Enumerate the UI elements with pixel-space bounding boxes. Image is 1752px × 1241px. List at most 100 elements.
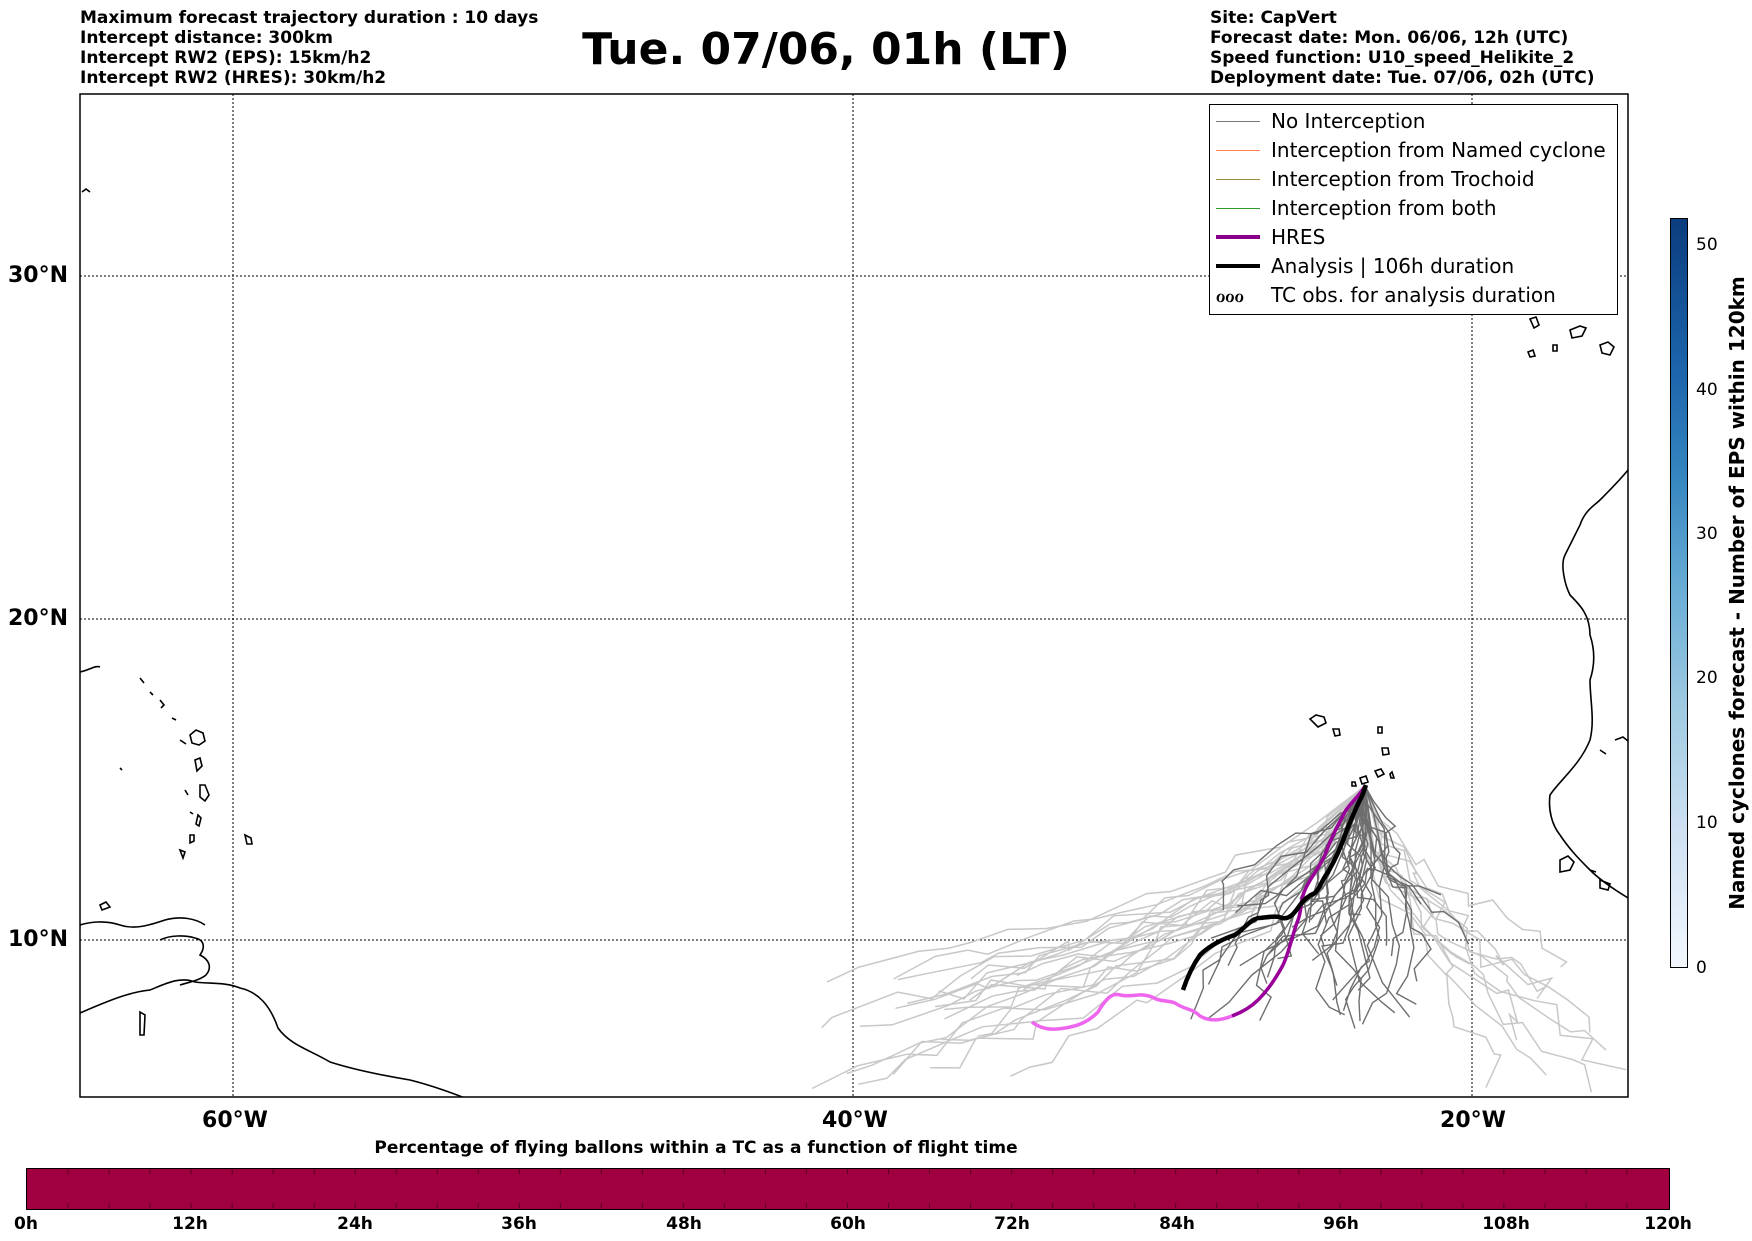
venezuela-north-coast — [80, 917, 206, 928]
map-frame — [79, 93, 1629, 1098]
flight-time-colorbar-title: Percentage of flying ballons within a TC… — [374, 1138, 1018, 1158]
africa-coast — [1548, 469, 1628, 899]
caribbean-islands — [80, 665, 253, 1036]
legend-swatch — [1216, 179, 1260, 180]
legend-label: HRES — [1271, 225, 1326, 249]
legend-item-trochoid: Interception from Trochoid — [1210, 167, 1617, 193]
south-america-coast — [80, 979, 465, 1097]
header-left-line: Intercept RW2 (HRES): 30km/h2 — [80, 68, 387, 88]
flight-time-colorbar — [26, 1168, 1670, 1210]
colorbar-tick: 40 — [1696, 380, 1718, 400]
flight-time-tick: 108h — [1482, 1214, 1530, 1234]
lat-label-20n: 20°N — [8, 606, 69, 631]
flight-time-tick: 12h — [172, 1214, 208, 1234]
legend-item-analysis: Analysis | 106h duration — [1210, 254, 1617, 280]
lon-label-40w: 40°W — [822, 1108, 888, 1133]
legend-item-hres: HRES — [1210, 225, 1617, 251]
colorbar-tick: 30 — [1696, 524, 1718, 544]
legend-item-tc-obs: ℴℴℴ TC obs. for analysis duration — [1210, 283, 1617, 309]
eps-trajectory-dark — [1364, 785, 1408, 957]
legend-label: Analysis | 106h duration — [1271, 254, 1515, 278]
lat-label-10n: 10°N — [8, 927, 69, 952]
eps-trajectory-light — [1022, 785, 1366, 991]
flight-time-tick: 60h — [830, 1214, 866, 1234]
eps-trajectories-light — [811, 785, 1627, 1093]
bermuda — [81, 188, 91, 193]
eps-trajectory-light — [826, 785, 1366, 983]
legend-label: Interception from both — [1271, 196, 1497, 220]
trinidad-venezuela-coast — [159, 935, 211, 986]
eps-trajectory-light — [1364, 785, 1593, 1093]
header-right-line: Forecast date: Mon. 06/06, 12h (UTC) — [1210, 28, 1569, 48]
header-info-right: Site: CapVert Forecast date: Mon. 06/06,… — [1210, 8, 1595, 88]
eps-trajectory-light — [1364, 785, 1568, 968]
analysis-trajectory — [1180, 784, 1369, 991]
eps-trajectory-light — [1364, 785, 1548, 993]
eps-trajectory-dark — [1364, 785, 1411, 1018]
eps-trajectory-dark — [1361, 785, 1401, 1025]
legend-label: Interception from Named cyclone — [1271, 138, 1606, 162]
eps-trajectory-dark — [1364, 785, 1417, 1005]
legend-item-named-cyclone: Interception from Named cyclone — [1210, 138, 1617, 164]
legend-swatch — [1216, 208, 1260, 209]
eps-trajectory-light — [1364, 785, 1519, 1041]
eps-trajectory-dark — [1237, 785, 1366, 907]
cyclone-symbol-icon: ℴℴℴ — [1216, 283, 1244, 307]
legend-label: Interception from Trochoid — [1271, 167, 1535, 191]
legend-swatch — [1216, 235, 1260, 239]
eps-trajectory-dark — [1334, 785, 1366, 1022]
flight-time-tick: 0h — [14, 1214, 38, 1234]
header-left-line: Intercept RW2 (EPS): 15km/h2 — [80, 48, 372, 68]
header-right-line: Speed function: U10_speed_Helikite_2 — [1210, 48, 1575, 68]
flight-time-tick: 84h — [1159, 1214, 1195, 1234]
legend-label: No Interception — [1271, 109, 1426, 133]
header-info-left: Maximum forecast trajectory duration : 1… — [80, 8, 538, 88]
colorbar-tick: 20 — [1696, 668, 1718, 688]
header-left-line: Intercept distance: 300km — [80, 28, 333, 48]
flight-time-tick: 72h — [994, 1214, 1030, 1234]
legend-swatch — [1216, 121, 1260, 122]
colorbar-divisions — [67, 1169, 1628, 1208]
flight-time-tick: 48h — [666, 1214, 702, 1234]
lat-label-30n: 30°N — [8, 263, 69, 288]
eps-trajectory-light — [1016, 785, 1366, 977]
eps-trajectory-dark — [1364, 785, 1470, 945]
map-legend: No Interception Interception from Named … — [1209, 104, 1618, 315]
cape-verde-islands — [1308, 714, 1396, 787]
legend-swatch — [1216, 150, 1260, 151]
legend-item-both: Interception from both — [1210, 196, 1617, 222]
eps-trajectory-light — [821, 785, 1366, 1029]
eps-trajectory-dark — [1344, 785, 1381, 1029]
colorbar-label: Named cyclones forecast - Number of EPS … — [1725, 276, 1749, 910]
colorbar-tick: 10 — [1696, 813, 1718, 833]
canary-islands — [1526, 315, 1615, 358]
eps-trajectory-light — [897, 785, 1366, 981]
map-title: Tue. 07/06, 01h (LT) — [582, 24, 1070, 75]
eps-trajectory-light — [1363, 785, 1470, 965]
lesser-antilles — [119, 677, 194, 815]
eps-trajectory-light — [1364, 785, 1554, 999]
eps-trajectory-dark — [1310, 785, 1366, 921]
eps-trajectory-light — [1363, 785, 1547, 1076]
flight-time-tick: 120h — [1644, 1214, 1692, 1234]
legend-swatch — [1216, 264, 1260, 268]
eps-trajectory-dark — [1364, 785, 1422, 905]
eps-trajectory-light — [859, 785, 1366, 1027]
flight-time-tick: 24h — [337, 1214, 373, 1234]
header-right-line: Site: CapVert — [1210, 8, 1337, 28]
eps-trajectory-light — [846, 785, 1366, 1075]
header-left-line: Maximum forecast trajectory duration : 1… — [80, 8, 539, 28]
eps-trajectory-dark — [1349, 785, 1388, 946]
legend-item-no-interception: No Interception — [1210, 109, 1617, 135]
coastlines — [80, 188, 1628, 1097]
colorbar-tick: 0 — [1696, 958, 1707, 978]
flight-time-tick: 36h — [501, 1214, 537, 1234]
eps-trajectory-dark — [1227, 785, 1366, 967]
africa-detail — [1559, 736, 1628, 891]
eps-trajectory-light — [944, 785, 1366, 1011]
flight-time-tick: 96h — [1323, 1214, 1359, 1234]
lon-label-20w: 20°W — [1440, 1108, 1506, 1133]
lon-label-60w: 60°W — [202, 1108, 268, 1133]
legend-label: TC obs. for analysis duration — [1271, 283, 1556, 307]
eps-trajectory-light — [893, 785, 1366, 980]
